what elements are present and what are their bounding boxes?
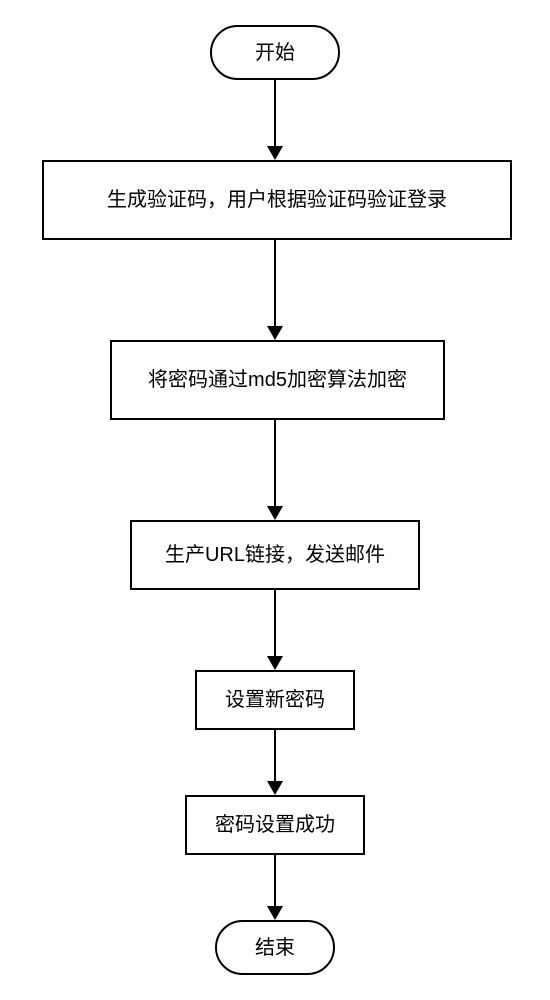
step5-node: 密码设置成功	[185, 795, 365, 855]
arrowhead-2	[267, 326, 283, 340]
arrowhead-5	[267, 781, 283, 795]
arrow-3	[274, 420, 276, 506]
arrow-4	[274, 590, 276, 656]
step3-label: 生产URL链接，发送邮件	[165, 542, 385, 568]
arrow-6	[274, 855, 276, 906]
step4-node: 设置新密码	[195, 670, 355, 730]
arrow-1	[274, 80, 276, 146]
step2-node: 将密码通过md5加密算法加密	[110, 340, 445, 420]
step1-node: 生成验证码，用户根据验证码验证登录	[42, 160, 512, 240]
arrowhead-1	[267, 146, 283, 160]
step4-label: 设置新密码	[225, 687, 325, 713]
step5-label: 密码设置成功	[215, 812, 335, 838]
step3-node: 生产URL链接，发送邮件	[130, 520, 420, 590]
arrowhead-4	[267, 656, 283, 670]
step2-label: 将密码通过md5加密算法加密	[148, 367, 407, 393]
arrowhead-3	[267, 506, 283, 520]
end-label: 结束	[255, 935, 295, 961]
arrowhead-6	[267, 906, 283, 920]
arrow-5	[274, 730, 276, 781]
step1-label: 生成验证码，用户根据验证码验证登录	[107, 187, 447, 213]
arrow-2	[274, 240, 276, 326]
end-node: 结束	[215, 920, 335, 975]
flowchart-container: 开始 生成验证码，用户根据验证码验证登录 将密码通过md5加密算法加密 生产UR…	[0, 0, 550, 1000]
start-node: 开始	[210, 25, 340, 80]
start-label: 开始	[255, 40, 295, 66]
